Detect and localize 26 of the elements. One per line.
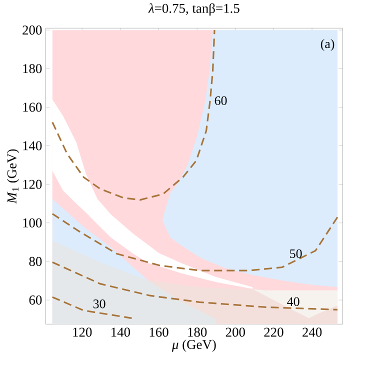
series-label: 60: [214, 96, 227, 105]
x-axis-title: μ (GeV): [172, 340, 216, 352]
y-tick-label: 160: [23, 102, 42, 112]
y-tick-label: 80: [29, 256, 42, 266]
x-tick-label: 240: [302, 328, 322, 337]
series-label: 30: [93, 299, 106, 308]
annotation: (a): [320, 39, 334, 51]
x-tick-label: 180: [188, 328, 207, 337]
line-series: [52, 29, 216, 201]
x-tick-label: 200: [226, 328, 245, 337]
y-tick-label: 140: [23, 141, 42, 150]
line-series: [52, 261, 338, 310]
x-tick-label: 120: [73, 328, 92, 337]
y-tick-label: 200: [22, 25, 42, 35]
y-tick-label: 60: [29, 295, 42, 305]
chart-title: λ=0.75, tanβ=1.5: [148, 3, 240, 16]
y-axis-title: M$_{1}$ (GeV): [6, 149, 20, 204]
series-label: 50: [290, 249, 302, 258]
y-tick-label: 180: [23, 64, 42, 74]
x-tick-label: 220: [264, 328, 284, 337]
series-label: 40: [287, 297, 300, 306]
line-series: [52, 212, 338, 272]
y-tick-label: 100: [23, 218, 42, 228]
x-tick-label: 160: [150, 328, 168, 337]
x-tick-label: 140: [112, 328, 130, 337]
y-tick-label: 120: [23, 180, 42, 189]
